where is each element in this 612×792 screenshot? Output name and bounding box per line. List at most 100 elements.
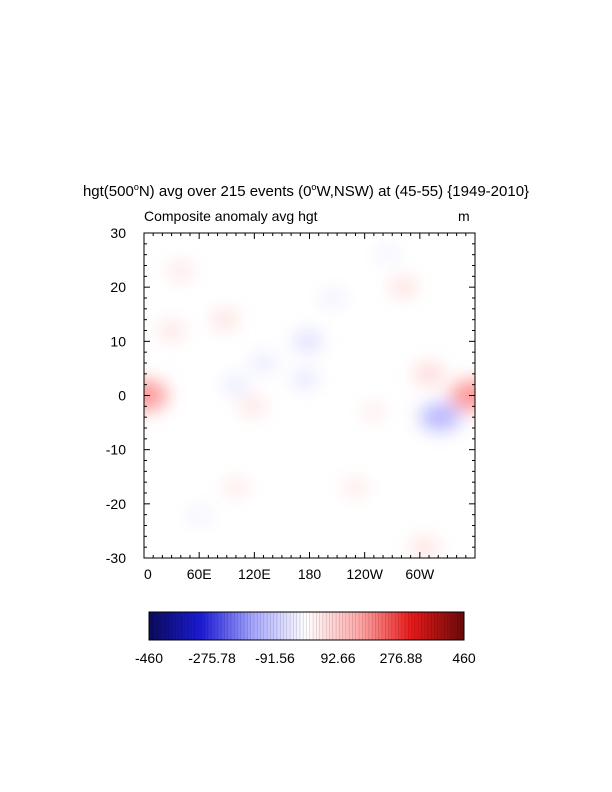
colorbar-bin (188, 612, 192, 640)
colorbar-label: 92.66 (320, 650, 356, 666)
colorbar-bin (368, 612, 373, 640)
y-tick-label: 10 (110, 333, 126, 349)
anomaly-blob (144, 380, 168, 411)
colorbar-label: 276.88 (379, 650, 423, 666)
colorbar-bin (322, 612, 327, 640)
colorbar-bin (385, 612, 389, 640)
colorbar-bin (309, 612, 314, 640)
colorbar-bin (185, 612, 189, 640)
colorbar-bin (227, 612, 232, 640)
colorbar-bin (319, 612, 324, 640)
colorbar-bin (339, 612, 343, 640)
colorbar-bin (349, 612, 353, 640)
colorbar-bin (450, 612, 455, 640)
colorbar-bin (240, 612, 245, 640)
colorbar-bin (375, 612, 379, 640)
colorbar-bin (254, 612, 258, 640)
colorbar-bin (421, 612, 425, 640)
x-tick-label: 180 (298, 566, 322, 582)
colorbar-bin (168, 612, 173, 640)
anomaly-blob (167, 261, 195, 281)
anomaly-blob (250, 354, 277, 372)
colorbar-bin (437, 612, 442, 640)
chart-subtitle: Composite anomaly avg hgt (144, 208, 318, 224)
colorbar-bin (332, 612, 337, 640)
colorbar-bin (447, 612, 452, 640)
colorbar-bin (175, 612, 179, 640)
colorbar-bin (217, 612, 222, 640)
plot-area (144, 233, 475, 558)
colorbar-bin (296, 612, 301, 640)
anomaly-blob (361, 403, 387, 421)
colorbar-bin (293, 612, 297, 640)
colorbar-bin (237, 612, 242, 640)
y-tick-labels: 30 20 10 0 -10 -20 -30 (106, 225, 126, 566)
colorbar-bin (290, 612, 294, 640)
anomaly-blob (419, 403, 461, 431)
anomaly-blob (222, 478, 250, 497)
x-tick-label: 120W (346, 566, 383, 582)
colorbar-bin (270, 612, 274, 640)
colorbar-bin (454, 612, 458, 640)
colorbar-bin (398, 612, 402, 640)
anomaly-blob (320, 289, 345, 307)
anomaly-blob (342, 478, 369, 497)
anomaly-field (144, 246, 475, 557)
colorbar-bin (273, 612, 278, 640)
colorbar-bin (418, 612, 422, 640)
anomaly-blob (375, 246, 400, 263)
colorbar-bin (404, 612, 409, 640)
colorbar-bin (414, 612, 419, 640)
anomaly-blob (238, 396, 267, 416)
x-tick-label: 60W (405, 566, 435, 582)
colorbar-bin (401, 612, 406, 640)
units-label: m (458, 208, 470, 224)
x-tick-label: 0 (144, 566, 152, 582)
chart-title: hgt(500oN) avg over 215 events (0oW,NSW)… (82, 182, 530, 200)
colorbar-bin (388, 612, 393, 640)
colorbar-bin (283, 612, 288, 640)
colorbar-bin (208, 612, 212, 640)
colorbar-bin (395, 612, 399, 640)
colorbar-bin (267, 612, 271, 640)
colorbar-frame (148, 611, 465, 641)
colorbar-label: 460 (452, 650, 476, 666)
colorbar-bin (326, 612, 330, 640)
anomaly-blob (449, 380, 475, 411)
colorbar-bin (391, 612, 396, 640)
colorbar-bin (244, 612, 248, 640)
anomaly-blob (292, 331, 323, 352)
colorbar-bin (155, 612, 160, 640)
anomaly-blob (187, 506, 212, 523)
y-tick-label: -30 (106, 550, 126, 566)
colorbar-bin (152, 612, 156, 640)
colorbar-bin (286, 612, 291, 640)
anomaly-blob (210, 309, 240, 330)
anomaly-blob (291, 370, 319, 389)
colorbar-bin (372, 612, 376, 640)
colorbar-bin (263, 612, 268, 640)
colorbar-bin (221, 612, 225, 640)
colorbar-bin (336, 612, 340, 640)
colorbar-bin (211, 612, 215, 640)
colorbar-bin (359, 612, 363, 640)
colorbar-bin (165, 612, 169, 640)
colorbar-bin (441, 612, 445, 640)
colorbar (148, 611, 465, 641)
colorbar-bin (149, 612, 153, 640)
colorbar-bin (457, 612, 462, 640)
colorbar-bin (231, 612, 235, 640)
colorbar-bin (257, 612, 261, 640)
y-tick-label: 20 (110, 279, 126, 295)
colorbar-bin (431, 612, 435, 640)
colorbar-bin (355, 612, 360, 640)
colorbar-bin (313, 612, 317, 640)
x-tick-label: 120E (238, 566, 271, 582)
colorbar-bin (247, 612, 252, 640)
y-tick-label: -20 (106, 496, 126, 512)
colorbar-bin (378, 612, 383, 640)
colorbar-bin (345, 612, 350, 640)
colorbar-bin (342, 612, 347, 640)
colorbar-bin (280, 612, 284, 640)
colorbar-label: -91.56 (255, 650, 295, 666)
